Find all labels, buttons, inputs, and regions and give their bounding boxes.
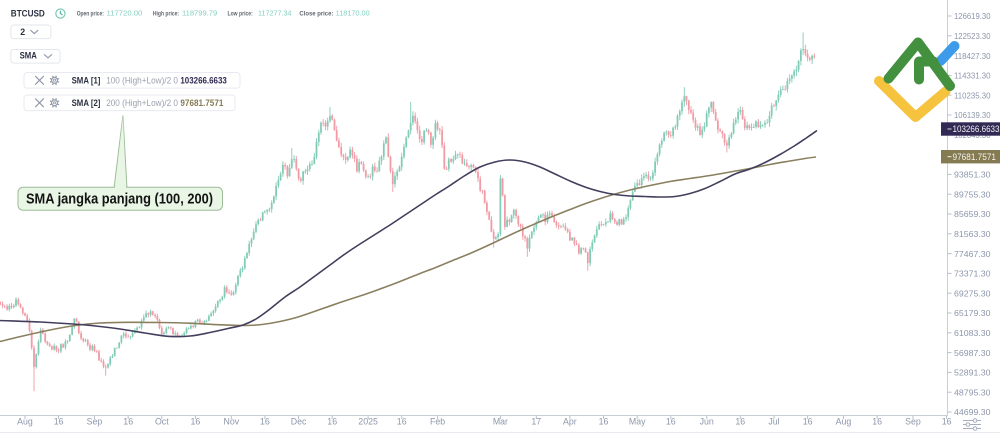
svg-text:118427.30: 118427.30 [954, 51, 991, 61]
svg-text:2025: 2025 [358, 417, 378, 427]
svg-text:Aug: Aug [836, 417, 852, 427]
svg-text:16: 16 [54, 417, 64, 427]
svg-text:SMA [2]: SMA [2] [72, 98, 101, 108]
svg-text:97681.7571: 97681.7571 [953, 152, 997, 162]
svg-text:16: 16 [260, 417, 270, 427]
svg-text:103266.6633: 103266.6633 [180, 75, 226, 85]
svg-text:SMA jangka panjang (100, 200): SMA jangka panjang (100, 200) [26, 191, 213, 208]
svg-text:100 (High+Low)/2 0: 100 (High+Low)/2 0 [106, 75, 178, 85]
svg-text:103266.6633: 103266.6633 [953, 124, 1000, 134]
svg-text:Jul: Jul [768, 417, 779, 427]
svg-text:77467.30: 77467.30 [954, 249, 991, 259]
svg-text:200 (High+Low)/2 0: 200 (High+Low)/2 0 [106, 98, 178, 108]
svg-text:16: 16 [123, 417, 133, 427]
svg-text:16: 16 [942, 417, 952, 427]
svg-text:97681.7571: 97681.7571 [180, 98, 223, 108]
svg-text:69275.30: 69275.30 [954, 288, 991, 298]
svg-text:16: 16 [666, 417, 676, 427]
svg-text:16: 16 [599, 417, 609, 427]
svg-text:16: 16 [191, 417, 201, 427]
svg-text:122523.30: 122523.30 [954, 31, 991, 41]
svg-text:114331.30: 114331.30 [954, 71, 991, 81]
svg-text:16: 16 [735, 417, 745, 427]
svg-text:Oct: Oct [155, 417, 169, 427]
svg-text:16: 16 [397, 417, 407, 427]
svg-text:44699.30: 44699.30 [954, 407, 991, 417]
svg-text:Low price:: Low price: [228, 11, 253, 18]
svg-text:Feb: Feb [430, 417, 445, 427]
svg-text:93851.30: 93851.30 [954, 170, 991, 180]
svg-text:73371.30: 73371.30 [954, 269, 991, 279]
svg-text:Jun: Jun [700, 417, 714, 427]
svg-text:Mar: Mar [493, 417, 508, 427]
svg-text:52891.30: 52891.30 [954, 368, 991, 378]
svg-text:126619.30: 126619.30 [954, 11, 991, 21]
svg-text:Aug: Aug [17, 417, 33, 427]
svg-text:May: May [629, 417, 646, 427]
svg-text:SMA: SMA [20, 51, 38, 61]
svg-text:Nov: Nov [223, 417, 239, 427]
svg-text:81563.30: 81563.30 [954, 229, 991, 239]
svg-text:High price:: High price: [153, 11, 179, 18]
svg-text:48795.30: 48795.30 [954, 387, 991, 397]
svg-text:BTCUSD: BTCUSD [11, 8, 45, 18]
svg-text:Sep: Sep [905, 417, 921, 427]
svg-text:106139.30: 106139.30 [954, 110, 991, 120]
svg-text:Open price:: Open price: [77, 11, 104, 18]
svg-text:Close price:: Close price: [299, 11, 333, 18]
svg-text:61083.30: 61083.30 [954, 328, 991, 338]
svg-text:56987.30: 56987.30 [954, 348, 991, 358]
svg-text:118799.79: 118799.79 [182, 9, 217, 18]
svg-text:Sep: Sep [87, 417, 103, 427]
svg-text:Dec: Dec [291, 417, 307, 427]
svg-text:89755.30: 89755.30 [954, 189, 991, 199]
svg-text:117277.34: 117277.34 [258, 9, 292, 18]
svg-text:65179.30: 65179.30 [954, 308, 991, 318]
svg-text:17: 17 [531, 417, 541, 427]
svg-text:16: 16 [327, 417, 337, 427]
svg-text:16: 16 [872, 417, 882, 427]
svg-text:Apr: Apr [563, 417, 577, 427]
svg-text:16: 16 [803, 417, 813, 427]
svg-text:SMA [1]: SMA [1] [72, 75, 101, 85]
svg-text:117720.00: 117720.00 [107, 9, 143, 18]
svg-text:85659.30: 85659.30 [954, 209, 991, 219]
svg-text:110235.30: 110235.30 [954, 90, 991, 100]
svg-text:118170.00: 118170.00 [336, 9, 370, 18]
svg-text:2: 2 [20, 27, 25, 37]
